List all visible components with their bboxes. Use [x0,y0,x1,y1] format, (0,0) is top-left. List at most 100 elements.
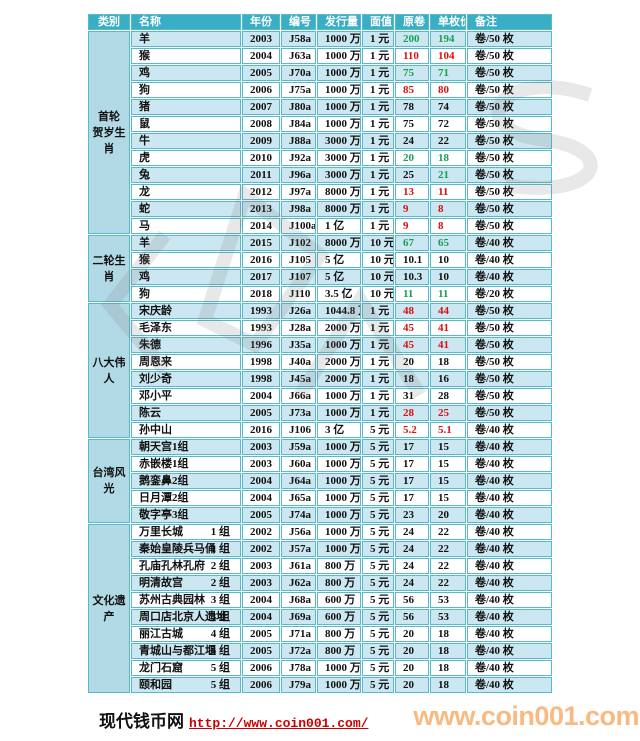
code-cell: J26a [281,303,316,319]
issue-volume-cell: 1000 万 [317,677,361,693]
name-cell: 3 组周口店北京人遗址 [131,609,241,625]
note-cell: 卷/50 枚 [467,133,552,149]
single-price-cell: 20 [430,507,466,523]
name-cell: 1 组秦始皇陵兵马俑 [131,541,241,557]
roll-price-cell: 10.1 [395,252,429,268]
face-value-cell: 5 元 [362,592,394,608]
year-cell: 2011 [242,167,280,183]
code-cell: J105 [281,252,316,268]
face-value-cell: 1 元 [362,65,394,81]
code-cell: J60a [281,456,316,472]
roll-price-cell: 200 [395,31,429,47]
code-cell: J57a [281,541,316,557]
single-price-cell: 18 [430,643,466,659]
roll-price-cell: 20 [395,660,429,676]
face-value-cell: 10 元 [362,235,394,251]
roll-price-cell: 20 [395,643,429,659]
note-cell: 卷/40 枚 [467,422,552,438]
face-value-cell: 1 元 [362,218,394,234]
code-cell: J92a [281,150,316,166]
single-price-cell: 53 [430,592,466,608]
roll-price-cell: 110 [395,48,429,64]
face-value-cell: 1 元 [362,184,394,200]
single-price-cell: 22 [430,558,466,574]
roll-price-cell: 11 [395,286,429,302]
note-cell: 卷/50 枚 [467,320,552,336]
issue-volume-cell: 1000 万 [317,82,361,98]
code-cell: J56a [281,524,316,540]
issue-volume-cell: 5 亿 [317,269,361,285]
single-price-cell: 15 [430,439,466,455]
note-cell: 卷/40 枚 [467,643,552,659]
issue-volume-cell: 2000 万 [317,371,361,387]
name-cell: 孙中山 [131,422,241,438]
code-cell: J59a [281,439,316,455]
note-cell: 卷/50 枚 [467,82,552,98]
roll-price-cell: 48 [395,303,429,319]
face-value-cell: 1 元 [362,201,394,217]
code-cell: J35a [281,337,316,353]
note-cell: 卷/40 枚 [467,575,552,591]
issue-volume-cell: 1000 万 [317,541,361,557]
header-cell: 年份 [242,14,280,30]
note-cell: 卷/50 枚 [467,354,552,370]
year-cell: 1993 [242,320,280,336]
single-price-cell: 10 [430,269,466,285]
year-cell: 2004 [242,490,280,506]
roll-price-cell: 78 [395,99,429,115]
note-cell: 卷/50 枚 [467,99,552,115]
issue-volume-cell: 1044.8 万 [317,303,361,319]
face-value-cell: 1 元 [362,371,394,387]
face-value-cell: 5 元 [362,524,394,540]
code-cell: J106 [281,422,316,438]
code-cell: J70a [281,65,316,81]
roll-price-cell: 85 [395,82,429,98]
year-cell: 2014 [242,218,280,234]
year-cell: 2013 [242,201,280,217]
note-cell: 卷/50 枚 [467,167,552,183]
note-cell: 卷/50 枚 [467,405,552,421]
code-cell: J71a [281,626,316,642]
year-cell: 2005 [242,626,280,642]
site-url-link[interactable]: http://www.coin001.com/ [189,716,369,731]
year-cell: 2004 [242,473,280,489]
issue-volume-cell: 1000 万 [317,507,361,523]
issue-volume-cell: 600 万 [317,609,361,625]
table-row: 鸡 2017 J107 5 亿 10 元 10.3 10 卷/40 枚 [88,269,552,285]
name-cell: 鸡 [131,269,241,285]
note-cell: 卷/40 枚 [467,558,552,574]
roll-price-cell: 25 [395,167,429,183]
issue-volume-cell: 1000 万 [317,99,361,115]
name-cell: 5 组颐和园 [131,677,241,693]
category-cell: 文化遗产 [88,524,130,693]
roll-price-cell: 20 [395,677,429,693]
single-price-cell: 28 [430,388,466,404]
code-cell: J63a [281,48,316,64]
face-value-cell: 1 元 [362,303,394,319]
note-cell: 卷/50 枚 [467,388,552,404]
single-price-cell: 18 [430,354,466,370]
year-cell: 2006 [242,82,280,98]
name-cell: 朝天宫1组 [131,439,241,455]
code-cell: J102 [281,235,316,251]
face-value-cell: 5 元 [362,609,394,625]
note-cell: 卷/50 枚 [467,371,552,387]
single-price-cell: 41 [430,337,466,353]
issue-volume-cell: 3 亿 [317,422,361,438]
single-price-cell: 65 [430,235,466,251]
single-price-cell: 15 [430,490,466,506]
year-cell: 2002 [242,524,280,540]
year-cell: 2004 [242,388,280,404]
